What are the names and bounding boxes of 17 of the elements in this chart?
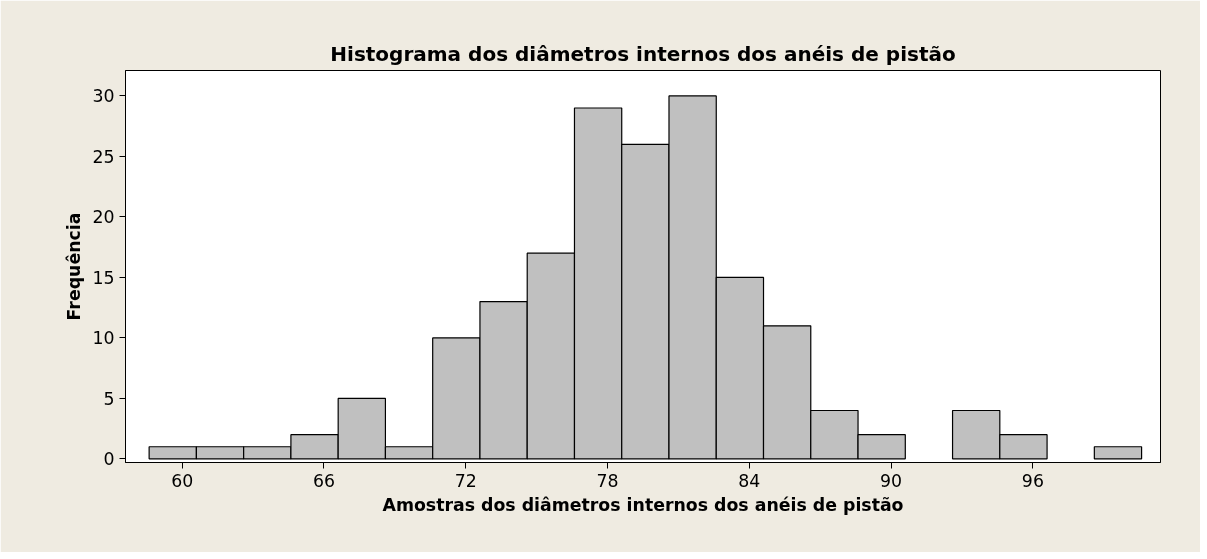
x-tick-label: 96	[1021, 470, 1044, 491]
x-tick-label: 78	[596, 470, 619, 491]
y-tick-label: 10	[92, 328, 115, 349]
x-tick-label: 90	[880, 470, 903, 491]
chart-title: Histograma dos diâmetros internos dos anéis de pistão	[330, 41, 956, 66]
x-tick-label: 66	[312, 470, 336, 491]
x-tick-label: 84	[738, 470, 761, 491]
y-tick-label: 15	[92, 267, 115, 288]
y-axis-title: Frequência	[64, 212, 85, 321]
y-tick-label: 5	[103, 388, 115, 409]
x-tick-label: 60	[171, 470, 194, 491]
y-tick-label: 25	[92, 146, 115, 167]
y-tick-label: 0	[103, 449, 115, 470]
y-tick-label: 20	[92, 207, 115, 228]
y-tick-label: 30	[92, 86, 115, 107]
x-tick-label: 72	[454, 470, 477, 491]
x-axis-title: Amostras dos diâmetros internos dos anéis de pistão	[382, 494, 904, 515]
